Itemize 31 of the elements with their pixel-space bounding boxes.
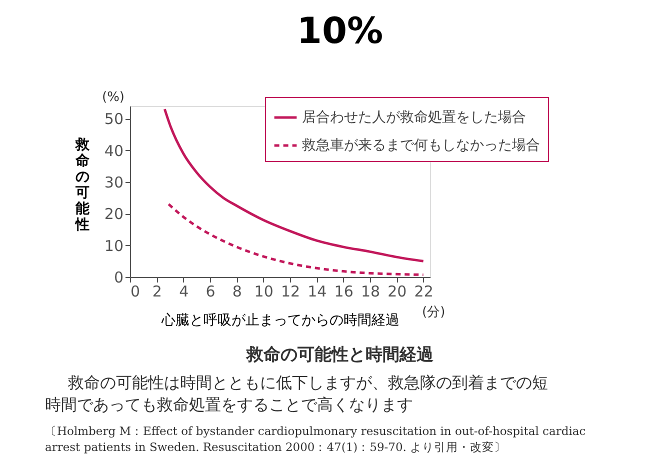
y-tick-label: 40	[104, 142, 124, 160]
x-axis-title: 心臓と呼吸が止まってからの時間経過	[160, 312, 400, 328]
x-tick-label: 0	[130, 282, 140, 300]
x-tick-label: 6	[206, 282, 216, 300]
text: 救命の可能性は時間とともに低下しますが、救急隊の到着までの短	[67, 373, 548, 392]
y-tick-label: 10	[104, 236, 124, 255]
y-tick-label: 50	[104, 110, 124, 128]
y-axis-title: 救命の可能性	[74, 137, 90, 233]
x-tick-label: 4	[179, 282, 189, 300]
y-tick-label: 30	[104, 174, 124, 192]
x-tick-label: 18	[360, 282, 380, 300]
y-tick-label: 20	[104, 205, 124, 224]
x-tick-label: 16	[334, 282, 354, 300]
legend-label: 救急車が来るまで何もしなかった場合	[301, 138, 540, 154]
legend-label: 居合わせた人が救命処置をした場合	[302, 110, 526, 126]
x-tick-label: 22	[414, 282, 434, 300]
x-tick-label: 14	[308, 282, 327, 300]
y-tick-label: 0	[114, 268, 124, 286]
x-tick-label: 8	[232, 282, 242, 300]
text: (分)	[422, 305, 446, 320]
line-series	[167, 202, 425, 276]
text: arrest patients in Sweden. Resuscitation 2000：47(1)：59-70. より引用・改変〕	[45, 440, 506, 454]
text: (%)	[102, 90, 124, 105]
text: 救命の可能性と時間経過	[246, 345, 434, 365]
x-tick-label: 12	[280, 282, 300, 300]
chart-title: 10%	[296, 11, 384, 52]
text: 時間であっても救命処置をすることで高くなります	[45, 395, 413, 414]
x-tick-label: 10	[254, 282, 274, 300]
x-tick-label: 20	[388, 282, 407, 300]
text: 〔Holmberg M：Effect of bystander cardiopulmonary resuscitation in out-of-hospital cardiac	[45, 424, 586, 438]
x-tick-label: 2	[152, 282, 162, 300]
